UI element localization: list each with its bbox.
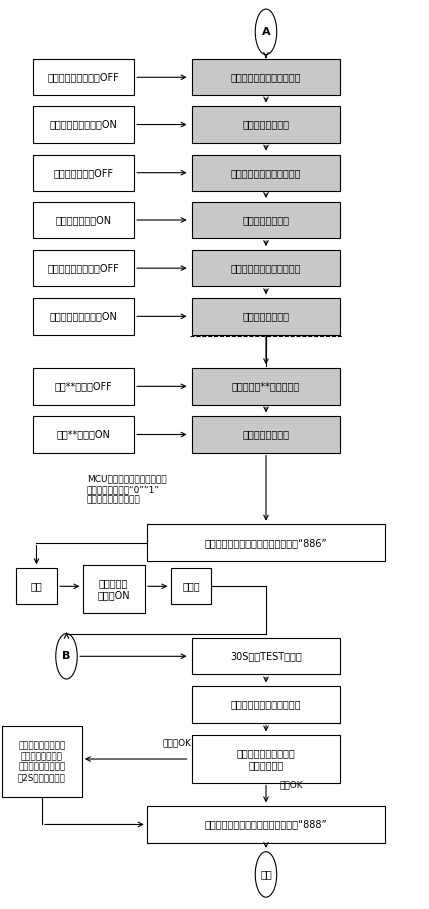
Circle shape [255,9,277,55]
Text: 全面检测结束，数码管最后三位显示“886”: 全面检测结束，数码管最后三位显示“886” [205,537,327,548]
FancyBboxPatch shape [192,202,340,238]
Text: 拨动风机保护开关至OFF: 拨动风机保护开关至OFF [48,72,120,83]
FancyBboxPatch shape [33,59,134,95]
Text: 断电: 断电 [30,581,42,592]
FancyBboxPatch shape [192,106,340,143]
Text: B: B [62,651,71,662]
FancyBboxPatch shape [147,524,385,561]
FancyBboxPatch shape [3,726,82,797]
FancyBboxPatch shape [192,155,340,191]
Text: 数码管显示外部输入故障码: 数码管显示外部输入故障码 [231,263,301,274]
Text: 全部OK: 全部OK [280,780,304,789]
Text: 拨动外部输入开关至ON: 拨动外部输入开关至ON [50,311,118,322]
Text: 30S内将TEST口短接: 30S内将TEST口短接 [230,651,302,662]
Text: 数码管显示相应故障
码，如果有多个故
障，则每个故障码显
示2S，且循环显示: 数码管显示相应故障 码，如果有多个故 障，则每个故障码显 示2S，且循环显示 [18,742,66,782]
Text: A: A [262,26,270,37]
FancyBboxPatch shape [192,735,340,783]
Text: 专项检测结束，数码管最后三位显示“888”: 专项检测结束，数码管最后三位显示“888” [205,819,327,830]
FancyBboxPatch shape [33,202,134,238]
FancyBboxPatch shape [33,106,134,143]
Text: 拨动水位开关至ON: 拨动水位开关至ON [56,215,112,225]
FancyBboxPatch shape [192,686,340,723]
FancyBboxPatch shape [33,155,134,191]
Text: 数码管显示风机保护故障码: 数码管显示风机保护故障码 [231,72,301,83]
Text: 结束: 结束 [260,869,272,880]
Text: 数码管显示水位开关故障码: 数码管显示水位开关故障码 [231,167,301,178]
FancyBboxPatch shape [33,250,134,286]
FancyBboxPatch shape [192,638,340,674]
FancyBboxPatch shape [147,806,385,843]
FancyBboxPatch shape [33,298,134,335]
Text: 数码管故障码消失: 数码管故障码消失 [242,311,290,322]
FancyBboxPatch shape [33,368,134,405]
Text: 拨动**开关至ON: 拨动**开关至ON [57,429,111,440]
FancyBboxPatch shape [192,368,340,405]
Text: 数码管显示**开关故障码: 数码管显示**开关故障码 [232,381,300,392]
FancyBboxPatch shape [192,250,340,286]
Text: 上弱电: 上弱电 [182,581,200,592]
FancyBboxPatch shape [171,568,211,604]
Text: 拨动水位开关至OFF: 拨动水位开关至OFF [54,167,114,178]
Text: 进入拨码开关专项自检程序: 进入拨码开关专项自检程序 [231,699,301,710]
Text: 拨动外部输入开关至OFF: 拨动外部输入开关至OFF [48,263,120,274]
Text: 拨动**开关至OFF: 拨动**开关至OFF [55,381,112,392]
Text: 数码管故障码消失: 数码管故障码消失 [242,429,290,440]
FancyBboxPatch shape [192,59,340,95]
Text: 将拨码开关
全部置ON: 将拨码开关 全部置ON [97,578,130,600]
Text: MCU判断检测结束的依据为上
述开关输入口均有“0”“1”
电平，但不考虑其顺序: MCU判断检测结束的依据为上 述开关输入口均有“0”“1” 电平，但不考虑其顺序 [87,474,166,504]
Text: 数码管故障码消失: 数码管故障码消失 [242,215,290,225]
FancyBboxPatch shape [16,568,57,604]
Text: 拨动风机保护开关至ON: 拨动风机保护开关至ON [50,119,118,130]
Text: 对连接拨码开关电路的
各输入口采样: 对连接拨码开关电路的 各输入口采样 [237,748,295,770]
Text: 数码管故障码消失: 数码管故障码消失 [242,119,290,130]
Circle shape [56,634,77,679]
Text: 不是全OK: 不是全OK [163,738,192,747]
FancyBboxPatch shape [192,416,340,453]
Circle shape [255,852,277,897]
FancyBboxPatch shape [82,565,145,613]
FancyBboxPatch shape [33,416,134,453]
FancyBboxPatch shape [192,298,340,335]
